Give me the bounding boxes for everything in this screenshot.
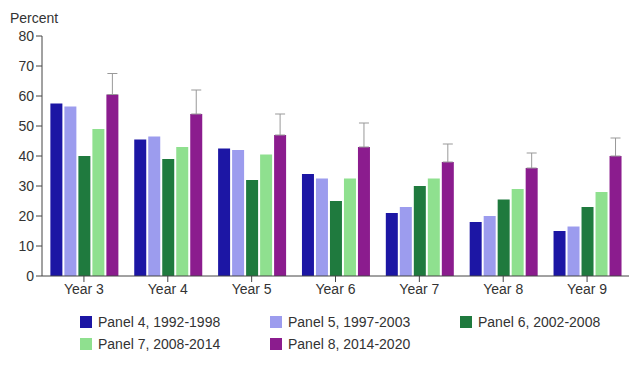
svg-text:Year 9: Year 9 [567,281,607,297]
html-text:Panel 4, 1992-1998: Panel 4, 1992-1998 [98,314,221,330]
svg-text:40: 40 [18,148,34,164]
html-text:Panel 6, 2002-2008: Panel 6, 2002-2008 [478,314,601,330]
svg-text:Year 8: Year 8 [483,281,523,297]
svg-text:Year 3: Year 3 [64,281,104,297]
svg-text:30: 30 [18,178,34,194]
svg-text:Year 7: Year 7 [399,281,439,297]
svg-text:50: 50 [18,118,34,134]
svg-text:60: 60 [18,88,34,104]
svg-text:0: 0 [26,268,34,284]
html-text:Panel 8, 2014-2020: Panel 8, 2014-2020 [288,336,411,352]
svg-text:Year 4: Year 4 [148,281,188,297]
html-text:Panel 5, 1997-2003: Panel 5, 1997-2003 [288,314,411,330]
svg-text:10: 10 [18,238,34,254]
html-text:Panel 7, 2008-2014: Panel 7, 2008-2014 [98,336,221,352]
svg-text:70: 70 [18,58,34,74]
svg-text:20: 20 [18,208,34,224]
svg-text:Year 6: Year 6 [316,281,356,297]
svg-text:80: 80 [18,28,34,44]
svg-text:Year 5: Year 5 [232,281,272,297]
html-text:Percent: Percent [10,10,59,26]
